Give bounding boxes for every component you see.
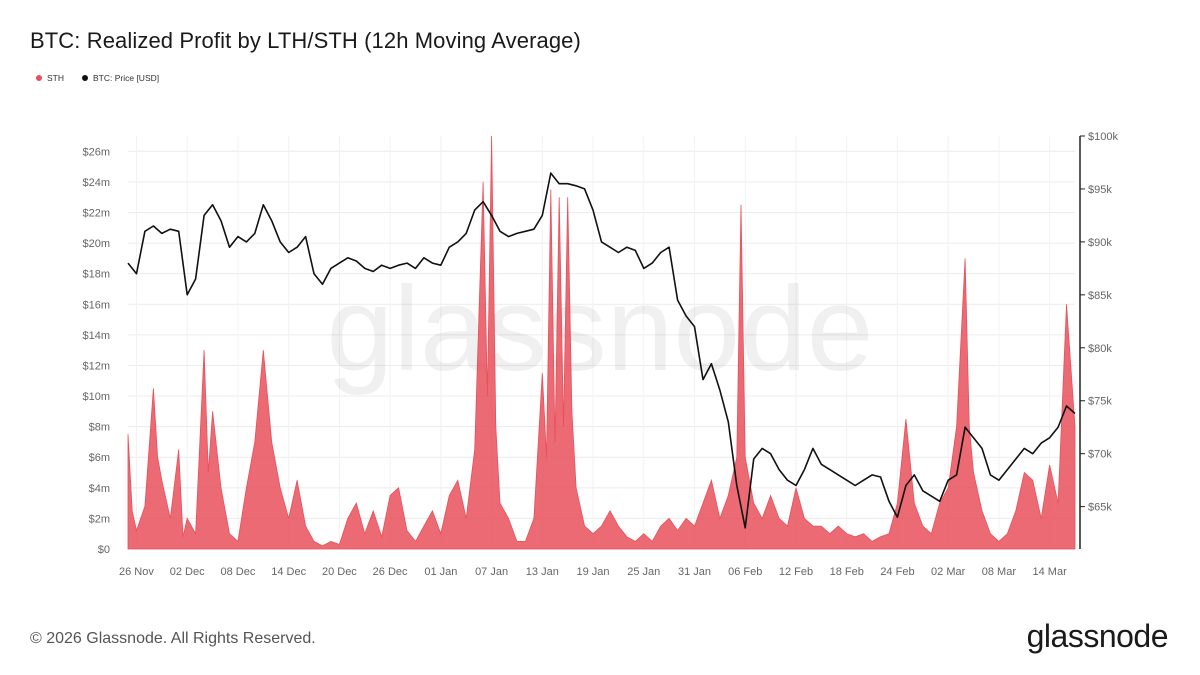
y-left-tick-label: $20m	[82, 238, 110, 250]
chart-legend: STH BTC: Price [USD]	[36, 73, 159, 83]
y-left-tick-label: $4m	[89, 483, 110, 495]
y-left-tick-label: $10m	[82, 391, 110, 403]
legend-dot-price	[82, 75, 88, 81]
x-tick-label: 19 Jan	[577, 566, 610, 578]
y-left-tick-label: $2m	[89, 513, 110, 525]
legend-item-price[interactable]: BTC: Price [USD]	[82, 73, 159, 83]
y-right-tick-label: $75k	[1088, 396, 1112, 408]
series-price-line	[127, 172, 1076, 529]
watermark: glassnode	[326, 262, 873, 396]
y-right-tick-label: $85k	[1088, 290, 1112, 302]
footer-copyright: © 2026 Glassnode. All Rights Reserved.	[30, 630, 316, 647]
y-left-tick-label: $12m	[82, 360, 110, 372]
y-right-tick-label: $65k	[1088, 502, 1112, 514]
x-tick-label: 02 Dec	[170, 566, 205, 578]
legend-item-sth[interactable]: STH	[36, 73, 64, 83]
x-tick-label: 26 Nov	[119, 566, 154, 578]
y-left-tick-label: $24m	[82, 177, 110, 189]
legend-label-price: BTC: Price [USD]	[93, 73, 160, 83]
y-left-tick-label: $26m	[82, 146, 110, 158]
legend-label-sth: STH	[47, 73, 64, 83]
chart-canvas[interactable]: $0 $2m $4m $6m $8m $10m $12m $14m $16m $18m $20m $2…	[0, 0, 1200, 600]
y-right-tick-label: $80k	[1088, 343, 1112, 355]
y-right-tick-label: $90k	[1088, 237, 1112, 249]
y-left-tick-label: $8m	[89, 422, 110, 434]
x-tick-label: 25 Jan	[627, 566, 660, 578]
y-right-tick-label: $100k	[1088, 131, 1118, 143]
y-left-tick-label: $0	[98, 544, 110, 556]
x-tick-label: 08 Mar	[982, 566, 1017, 578]
x-tick-label: 20 Dec	[322, 566, 357, 578]
y-left-tick-label: $18m	[82, 269, 110, 281]
y-left-tick-label: $22m	[82, 207, 110, 219]
x-tick-label: 14 Mar	[1033, 566, 1068, 578]
x-tick-label: 07 Jan	[475, 566, 508, 578]
legend-dot-sth	[36, 75, 42, 81]
x-tick-label: 13 Jan	[526, 566, 559, 578]
y-right-tick-label: $70k	[1088, 449, 1112, 461]
y-left-tick-label: $14m	[82, 330, 110, 342]
x-tick-label: 18 Feb	[830, 566, 864, 578]
x-tick-label: 26 Dec	[373, 566, 408, 578]
x-tick-label: 01 Jan	[424, 566, 457, 578]
series-sth-area	[127, 135, 1076, 550]
chart-title: BTC: Realized Profit by LTH/STH (12h Mov…	[30, 28, 581, 53]
x-tick-label: 14 Dec	[271, 566, 306, 578]
x-tick-label: 02 Mar	[931, 566, 966, 578]
y-left-tick-label: $16m	[82, 299, 110, 311]
y-left-tick-label: $6m	[89, 452, 110, 464]
x-tick-label: 12 Feb	[779, 566, 813, 578]
x-tick-label: 08 Dec	[220, 566, 255, 578]
y-right-tick-label: $95k	[1088, 184, 1112, 196]
x-tick-label: 24 Feb	[880, 566, 914, 578]
x-tick-label: 06 Feb	[728, 566, 762, 578]
glassnode-logo[interactable]: glassnode	[1026, 618, 1169, 654]
x-tick-label: 31 Jan	[678, 566, 711, 578]
